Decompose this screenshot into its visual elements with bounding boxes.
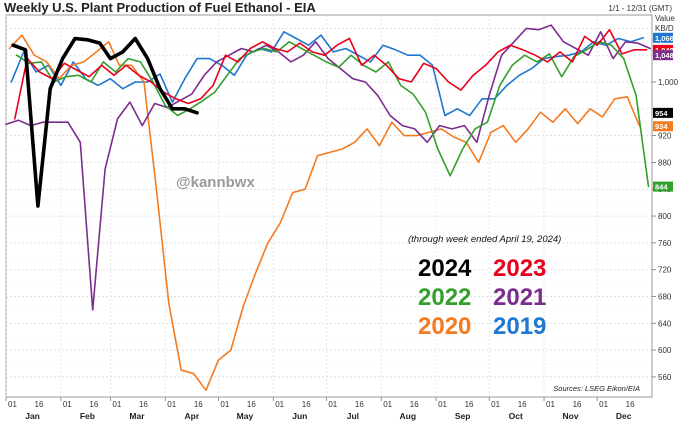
x-month-label: Mar <box>129 411 145 421</box>
x-month-label: Dec <box>616 411 632 421</box>
badge-label: 1,048 <box>655 51 674 60</box>
legend-2020: 2020 <box>418 313 471 340</box>
x-tick-day-label: 01 <box>599 400 608 409</box>
series-line-2019 <box>10 30 645 117</box>
y-tick-label: 720 <box>658 266 672 275</box>
x-month-label: Sep <box>455 411 471 421</box>
series-line-2020 <box>8 34 641 392</box>
badge-954 <box>653 107 673 118</box>
x-month-label: May <box>237 411 254 421</box>
x-tick-day-label: 16 <box>355 400 364 409</box>
legend-2023: 2023 <box>493 255 546 282</box>
x-month-label: Jul <box>347 411 359 421</box>
plot-frame <box>5 14 653 398</box>
y-tick-label: 1,000 <box>658 78 679 87</box>
plot-area <box>5 14 653 398</box>
badge-1,048 <box>653 44 673 55</box>
y-tick-label: 920 <box>658 132 672 141</box>
x-month-label: Jun <box>292 411 307 421</box>
x-tick-day-label: 01 <box>63 400 72 409</box>
x-tick-day-label: 01 <box>383 400 392 409</box>
x-tick-day-label: 16 <box>247 400 256 409</box>
chart-title: Weekly U.S. Plant Production of Fuel Eth… <box>4 0 316 15</box>
source-note: Sources: LSEG Eikon/EIA <box>553 384 640 393</box>
x-month-label: Apr <box>185 411 200 421</box>
y-tick-label: 560 <box>658 373 672 382</box>
y-axis-ticks: 5606006406807207608008408809201,000 <box>652 78 679 382</box>
legend-2024: 2024 <box>418 255 472 282</box>
badge-label: 954 <box>655 109 668 118</box>
y-tick-label: 680 <box>658 292 672 301</box>
badge-label: 844 <box>655 183 668 192</box>
y-tick-label: 760 <box>658 239 672 248</box>
x-tick-day-label: 01 <box>112 400 121 409</box>
x-tick-day-label: 16 <box>465 400 474 409</box>
badge-1,048 <box>653 50 673 61</box>
through-date-note: (through week ended April 19, 2024) <box>408 234 561 245</box>
x-tick-day-label: 01 <box>328 400 337 409</box>
watermark: @kannbwx <box>176 174 255 191</box>
series-line-2024 <box>11 36 199 208</box>
x-tick-day-label: 01 <box>438 400 447 409</box>
x-tick-day-label: 01 <box>167 400 176 409</box>
x-tick-day-label: 16 <box>573 400 582 409</box>
x-axis-ticks: 01 16 Jan 01 16 Feb 01 16 Mar 01 16 Apr 01 16 May 01 16 J… <box>5 397 635 421</box>
x-tick-day-label: 16 <box>35 400 44 409</box>
series-line-2021 <box>5 24 652 311</box>
badge-844 <box>653 181 673 192</box>
x-tick-day-label: 16 <box>410 400 419 409</box>
legend-2021: 2021 <box>493 284 546 311</box>
x-month-label: Feb <box>80 411 95 421</box>
badge-label: 1,066 <box>655 34 674 43</box>
x-month-label: Oct <box>509 411 523 421</box>
x-tick-day-label: 16 <box>89 400 98 409</box>
badge-934 <box>653 121 673 132</box>
x-tick-day-label: 01 <box>546 400 555 409</box>
x-tick-day-label: 16 <box>518 400 527 409</box>
unit-header-label: Value <box>655 14 675 23</box>
y-tick-label: 640 <box>658 319 672 328</box>
x-tick-day-label: 16 <box>302 400 311 409</box>
badge-1,066 <box>653 32 673 43</box>
series-line-2022 <box>15 40 650 188</box>
legend-2022: 2022 <box>418 284 471 311</box>
unit-label: KB/D <box>655 24 674 33</box>
series-line-2023 <box>14 28 648 120</box>
x-tick-day-label: 01 <box>491 400 500 409</box>
x-tick-day-label: 16 <box>139 400 148 409</box>
y-tick-label: 880 <box>658 158 672 167</box>
legend-2019: 2019 <box>493 313 546 340</box>
x-month-label: Nov <box>563 411 579 421</box>
y-tick-label: 600 <box>658 346 672 355</box>
series-lines <box>5 24 652 392</box>
x-tick-day-label: 01 <box>8 400 17 409</box>
x-month-label: Aug <box>399 411 416 421</box>
x-tick-day-label: 01 <box>275 400 284 409</box>
x-month-label: Jan <box>25 411 40 421</box>
badge-label: 934 <box>655 122 668 131</box>
x-tick-day-label: 16 <box>194 400 203 409</box>
y-tick-label: 800 <box>658 212 672 221</box>
x-tick-day-label: 16 <box>626 400 635 409</box>
x-tick-day-label: 01 <box>220 400 229 409</box>
date-range-label: 1/1 - 12/31 (GMT) <box>608 4 672 13</box>
